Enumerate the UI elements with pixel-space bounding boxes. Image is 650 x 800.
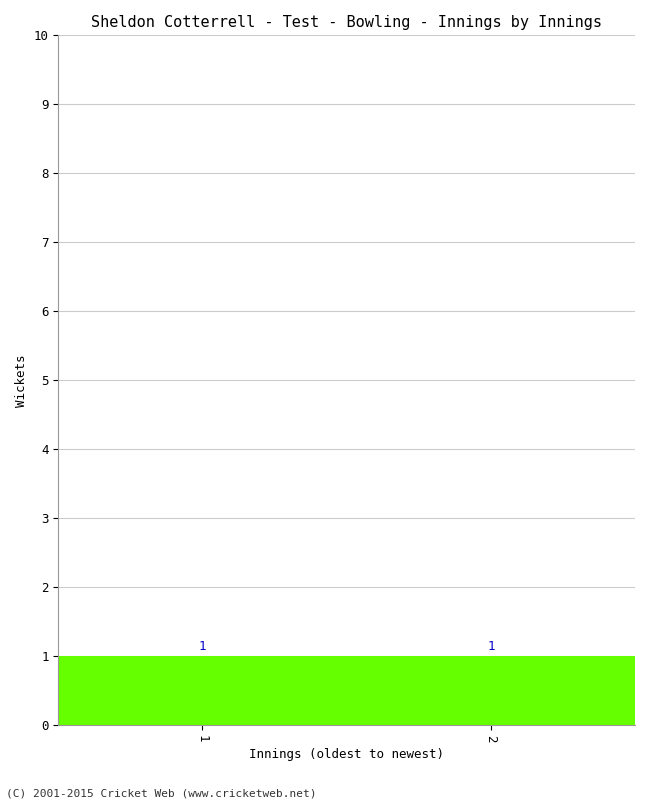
Text: 1: 1 xyxy=(199,640,206,653)
Y-axis label: Wickets: Wickets xyxy=(15,354,28,406)
X-axis label: Innings (oldest to newest): Innings (oldest to newest) xyxy=(249,748,444,761)
Text: (C) 2001-2015 Cricket Web (www.cricketweb.net): (C) 2001-2015 Cricket Web (www.cricketwe… xyxy=(6,788,317,798)
Bar xyxy=(58,656,346,726)
Title: Sheldon Cotterrell - Test - Bowling - Innings by Innings: Sheldon Cotterrell - Test - Bowling - In… xyxy=(91,15,602,30)
Text: 1: 1 xyxy=(487,640,495,653)
Bar xyxy=(346,656,635,726)
